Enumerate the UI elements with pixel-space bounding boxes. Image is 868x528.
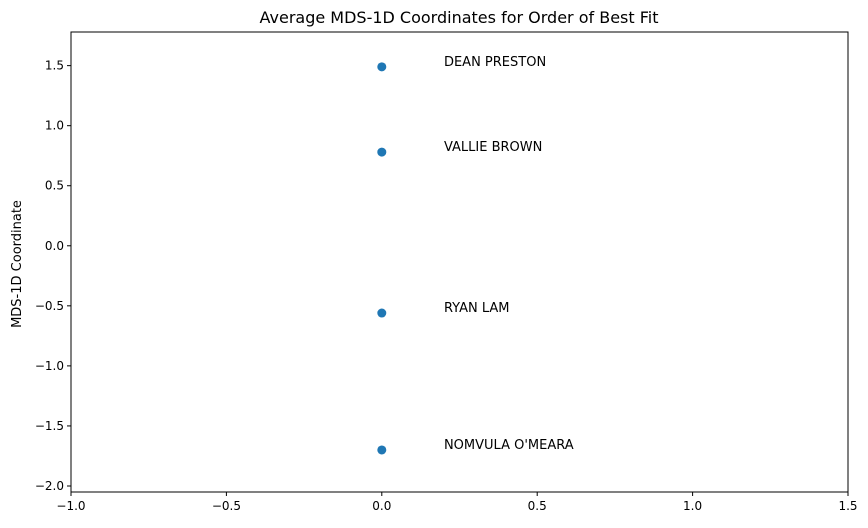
x-tick-label: −1.0: [56, 499, 85, 513]
y-tick-label: −0.5: [35, 299, 64, 313]
y-tick-label: −1.0: [35, 359, 64, 373]
points-layer: [377, 62, 387, 455]
x-tick-label: 0.0: [372, 499, 391, 513]
scatter-point: [377, 62, 387, 72]
y-tick-label: −1.5: [35, 419, 64, 433]
y-tick-label: 0.5: [45, 179, 64, 193]
point-labels-layer: DEAN PRESTON VALLIE BROWN RYAN LAM NOMVULA …: [444, 55, 574, 453]
point-label: RYAN LAM: [444, 301, 510, 316]
y-tick-label: 1.0: [45, 119, 64, 133]
chart-title: Average MDS-1D Coordinates for Order of …: [260, 8, 659, 27]
x-tick-label: 1.5: [838, 499, 857, 513]
y-tick-label: 1.5: [45, 59, 64, 73]
point-label: VALLIE BROWN: [444, 140, 542, 155]
x-tick-label: 1.0: [683, 499, 702, 513]
point-label: NOMVULA O'MEARA: [444, 438, 574, 453]
point-label: DEAN PRESTON: [444, 55, 546, 70]
scatter-point: [377, 308, 387, 318]
x-tick-label: −0.5: [212, 499, 241, 513]
ticks-layer: −1.0 −0.5 0.0 0.5 1.0 1.5 1.5 1.0 0.5 0.0 −0.5 −1.0…: [35, 59, 858, 513]
y-axis-label: MDS-1D Coordinate: [10, 200, 25, 328]
scatter-point: [377, 147, 387, 157]
plot-frame: [70, 31, 849, 493]
scatter-point: [377, 445, 387, 455]
x-tick-label: 0.5: [528, 499, 547, 513]
y-tick-label: 0.0: [45, 239, 64, 253]
y-tick-label: −2.0: [35, 479, 64, 493]
